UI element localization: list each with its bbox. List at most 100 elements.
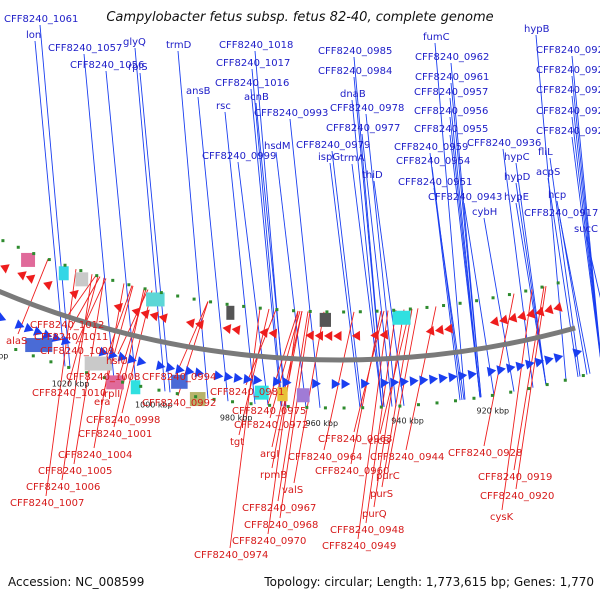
gene-label-forward: dnaB bbox=[340, 89, 366, 100]
ring-dot bbox=[509, 391, 512, 394]
gene-arrow bbox=[156, 360, 166, 370]
gene-label-reverse: CFF8240_0920 bbox=[480, 491, 554, 502]
gene-arrow bbox=[444, 324, 453, 334]
ring-dot bbox=[32, 252, 35, 255]
gene-label-reverse: CFF8240_0998 bbox=[86, 415, 160, 426]
gene-label-reverse: crcB bbox=[368, 436, 390, 447]
gene-label-reverse: CFF8240_0967 bbox=[242, 503, 316, 514]
ring-dot bbox=[309, 310, 312, 313]
gene-arrow bbox=[0, 264, 9, 273]
gene-arrow bbox=[435, 325, 444, 335]
gene-label-forward: hsdM bbox=[264, 141, 291, 152]
ring-dot bbox=[454, 399, 457, 402]
gene-label-forward: lon bbox=[26, 30, 41, 41]
ring-dot bbox=[14, 348, 17, 351]
gene-label-reverse: cysK bbox=[490, 512, 514, 523]
label-connector bbox=[246, 310, 276, 385]
label-connector bbox=[118, 290, 148, 354]
gene-label-reverse: CFF8240_0928 bbox=[448, 448, 522, 459]
gene-label-forward: CFF8240_0926 bbox=[536, 85, 600, 96]
gene-arrow bbox=[137, 356, 147, 366]
ring-dot bbox=[231, 400, 234, 403]
gene-label-forward: hypE bbox=[504, 192, 529, 203]
ring-dot bbox=[361, 406, 364, 409]
genome-map: 1060 kbp1040 kbp1020 kbp1000 kbp980 kbp9… bbox=[0, 0, 600, 600]
gene-label-reverse: CFF8240_0972 bbox=[234, 420, 308, 431]
gene-label-reverse: CFF8240_0974 bbox=[194, 550, 268, 561]
gene-label-reverse: CFF8240_0968 bbox=[244, 520, 318, 531]
gene-label-forward: CFF8240_0977 bbox=[326, 123, 400, 134]
gene-label-forward: acnB bbox=[244, 92, 269, 103]
gene-label-reverse: alaS bbox=[6, 336, 27, 347]
gene-arrow bbox=[43, 281, 52, 290]
ring-dot bbox=[442, 304, 445, 307]
gene-label-forward: CFF8240_0929 bbox=[536, 45, 600, 56]
ring-dot bbox=[160, 291, 163, 294]
ring-dot bbox=[524, 290, 527, 293]
gene-label-forward: CFF8240_1061 bbox=[4, 14, 78, 25]
ring-dot bbox=[425, 306, 428, 309]
gene-arrow bbox=[390, 378, 399, 388]
gene-label-reverse: era bbox=[94, 397, 110, 408]
gene-label-reverse: CFF8240_0949 bbox=[322, 541, 396, 552]
gene-label-forward: hypD bbox=[504, 172, 531, 183]
accession-label: Accession: NC_008599 bbox=[8, 575, 144, 589]
ring-dot bbox=[508, 293, 511, 296]
gene-label-reverse: argI bbox=[260, 449, 279, 460]
gene-label-reverse: CFF8240_1005 bbox=[38, 466, 112, 477]
gene-label-reverse: CFF8240_1006 bbox=[26, 482, 100, 493]
gene-arrow bbox=[429, 375, 438, 385]
feature-block bbox=[226, 306, 234, 320]
gene-label-forward: hypC bbox=[504, 152, 530, 163]
gene-label-reverse: CFF8240_1001 bbox=[78, 429, 152, 440]
gene-label-reverse: CFF8240_1007 bbox=[10, 498, 84, 509]
gene-arrow bbox=[544, 356, 554, 366]
gene-label-reverse: CFF8240_0970 bbox=[232, 536, 306, 547]
gene-arrow bbox=[17, 271, 26, 280]
gene-arrow bbox=[400, 377, 409, 387]
ring-dot bbox=[540, 286, 543, 289]
feature-block bbox=[59, 266, 69, 280]
gene-label-forward: CFF8240_0999 bbox=[202, 151, 276, 162]
gene-label-reverse: rpmB bbox=[260, 470, 287, 481]
gene-label-forward: rplS bbox=[128, 62, 148, 73]
ring-dot bbox=[193, 298, 196, 301]
gene-label-forward: ispG bbox=[318, 152, 340, 163]
gene-arrow bbox=[186, 319, 195, 329]
position-label: 960 kbp bbox=[305, 419, 338, 428]
ring-dot bbox=[49, 360, 52, 363]
gene-label-forward: CFF8240_0943 bbox=[428, 192, 502, 203]
ring-dot bbox=[527, 387, 530, 390]
ring-dot bbox=[48, 258, 51, 261]
gene-label-reverse: CFF8240_1008 bbox=[66, 372, 140, 383]
gene-label-reverse: CFF8240_0919 bbox=[478, 472, 552, 483]
gene-arrow bbox=[69, 290, 78, 300]
gene-arrow bbox=[269, 329, 278, 339]
gene-arrow bbox=[517, 311, 526, 321]
gene-arrow bbox=[468, 370, 477, 380]
gene-arrow bbox=[253, 375, 262, 385]
gene-label-reverse: tgt bbox=[230, 437, 244, 448]
ring-dot bbox=[392, 309, 395, 312]
ring-dot bbox=[275, 308, 278, 311]
ring-dot bbox=[32, 354, 35, 357]
gene-arrow bbox=[232, 325, 241, 335]
gene-arrow bbox=[234, 373, 243, 383]
ring-dot bbox=[242, 305, 245, 308]
gene-label-forward: fliL bbox=[538, 147, 553, 158]
label-connector bbox=[290, 119, 320, 408]
ring-dot bbox=[342, 310, 345, 313]
ring-dot bbox=[417, 403, 420, 406]
gene-label-reverse: valS bbox=[282, 485, 303, 496]
ring-dot bbox=[67, 366, 70, 369]
gene-label-reverse: CFF8240_0948 bbox=[330, 525, 404, 536]
gene-label-reverse: purC bbox=[376, 471, 400, 482]
gene-label-reverse: CFF8240_0994 bbox=[142, 372, 216, 383]
ring-dot bbox=[259, 307, 262, 310]
ring-dot bbox=[492, 296, 495, 299]
gene-label-reverse: CFF8240_0944 bbox=[370, 452, 444, 463]
gene-label-reverse: CFF8240_0975 bbox=[232, 406, 306, 417]
gene-label-forward: CFF8240_0954 bbox=[396, 156, 470, 167]
label-connector bbox=[198, 97, 228, 401]
ring-dot bbox=[436, 401, 439, 404]
